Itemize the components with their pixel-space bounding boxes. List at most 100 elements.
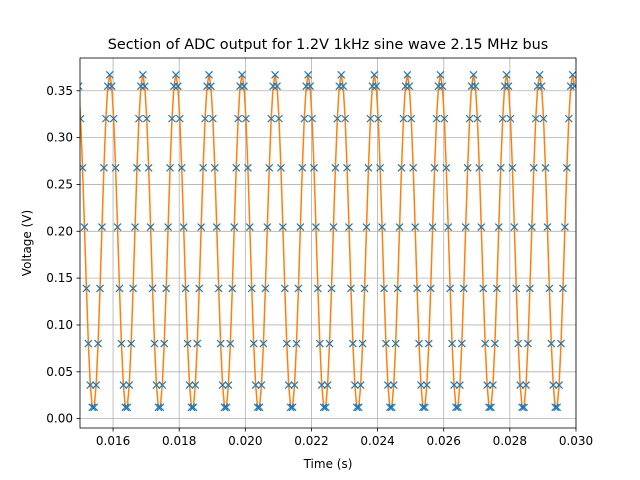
sample-marker <box>261 284 270 293</box>
sample-marker <box>525 284 534 293</box>
sample-marker <box>109 114 118 123</box>
sample-marker <box>428 223 437 231</box>
sample-marker <box>549 381 558 390</box>
sample-marker <box>245 223 254 231</box>
sample-marker <box>280 284 289 293</box>
sample-marker <box>397 163 406 172</box>
sample-marker <box>448 339 457 348</box>
sample-marker <box>142 114 151 123</box>
sample-marker <box>455 381 464 390</box>
sample-marker <box>395 223 404 231</box>
sample-marker <box>152 381 161 390</box>
sample-marker <box>199 163 208 172</box>
sample-marker <box>407 114 416 123</box>
sample-marker <box>547 339 556 348</box>
sample-marker <box>313 284 322 293</box>
sample-marker <box>535 70 544 79</box>
sample-marker <box>183 339 192 348</box>
sample-marker <box>308 114 316 123</box>
sample-marker <box>107 82 116 91</box>
sample-marker <box>459 284 468 293</box>
sample-marker <box>148 284 157 293</box>
sample-marker <box>457 339 466 348</box>
y-tick-label: 0.30 <box>46 131 73 145</box>
sample-marker <box>177 163 186 172</box>
sample-marker <box>321 403 330 412</box>
sample-marker <box>529 163 538 172</box>
sample-marker <box>413 284 422 293</box>
sample-marker <box>238 70 246 79</box>
sample-marker <box>508 163 517 172</box>
sample-marker <box>477 223 486 231</box>
sample-marker <box>189 403 198 412</box>
sample-marker <box>284 381 293 390</box>
sample-marker <box>506 114 515 123</box>
sample-marker <box>144 163 153 172</box>
sample-marker <box>125 381 134 390</box>
sample-marker <box>341 114 350 123</box>
sample-marker <box>391 339 400 348</box>
sample-marker <box>372 82 381 91</box>
sample-marker <box>138 70 147 79</box>
sample-marker <box>461 223 470 231</box>
sample-marker <box>158 381 167 390</box>
sample-marker <box>173 82 182 91</box>
sample-marker <box>518 403 527 412</box>
sample-marker <box>175 114 184 123</box>
sample-marker <box>98 223 106 231</box>
sample-marker <box>187 403 196 412</box>
sample-marker <box>232 163 241 172</box>
sample-marker <box>350 381 359 390</box>
sample-marker <box>450 381 458 390</box>
sample-marker <box>490 339 499 348</box>
sample-marker <box>415 339 423 348</box>
data-layer <box>80 70 576 412</box>
sample-marker <box>315 339 324 348</box>
sample-marker <box>347 284 355 293</box>
sample-marker <box>479 284 488 293</box>
sample-marker <box>255 403 264 412</box>
sample-marker <box>135 114 143 123</box>
sample-marker <box>234 114 243 123</box>
sample-marker <box>214 284 223 293</box>
sample-marker <box>86 381 95 390</box>
sample-marker <box>212 223 221 231</box>
x-tick-label: 0.018 <box>162 434 196 448</box>
sample-marker <box>527 223 536 231</box>
sample-marker <box>399 114 408 123</box>
sample-marker <box>240 82 248 91</box>
sample-marker <box>504 82 513 91</box>
sample-marker <box>115 284 124 293</box>
sample-marker <box>522 381 530 390</box>
sample-marker <box>243 163 252 172</box>
sample-marker <box>469 70 478 79</box>
sample-marker <box>438 82 447 91</box>
sample-marker <box>358 339 367 348</box>
sample-marker <box>218 381 227 390</box>
sample-marker <box>100 163 108 172</box>
sample-marker <box>310 163 318 172</box>
sample-marker <box>267 114 276 123</box>
sample-marker <box>226 339 235 348</box>
sample-marker <box>378 223 386 231</box>
sample-marker <box>156 403 165 412</box>
sample-marker <box>327 284 336 293</box>
sample-marker <box>278 223 287 231</box>
sample-marker <box>409 163 418 172</box>
y-tick-label: 0.00 <box>46 412 73 426</box>
sample-marker <box>241 114 250 123</box>
sample-marker <box>210 163 219 172</box>
sample-marker <box>282 339 291 348</box>
sample-marker <box>539 114 548 123</box>
sample-marker <box>452 403 460 412</box>
sample-marker <box>185 381 194 390</box>
ticks: 0.016 0.018 0.020 0.022 0.024 0.026 0.028 0.030… <box>46 84 593 448</box>
x-axis-label: Time (s) <box>303 457 353 471</box>
sample-marker <box>370 70 379 79</box>
sample-marker <box>265 163 274 172</box>
sample-marker <box>257 381 266 390</box>
sample-marker <box>80 223 89 231</box>
sample-marker <box>304 70 313 79</box>
x-tick-label: 0.030 <box>559 434 593 448</box>
